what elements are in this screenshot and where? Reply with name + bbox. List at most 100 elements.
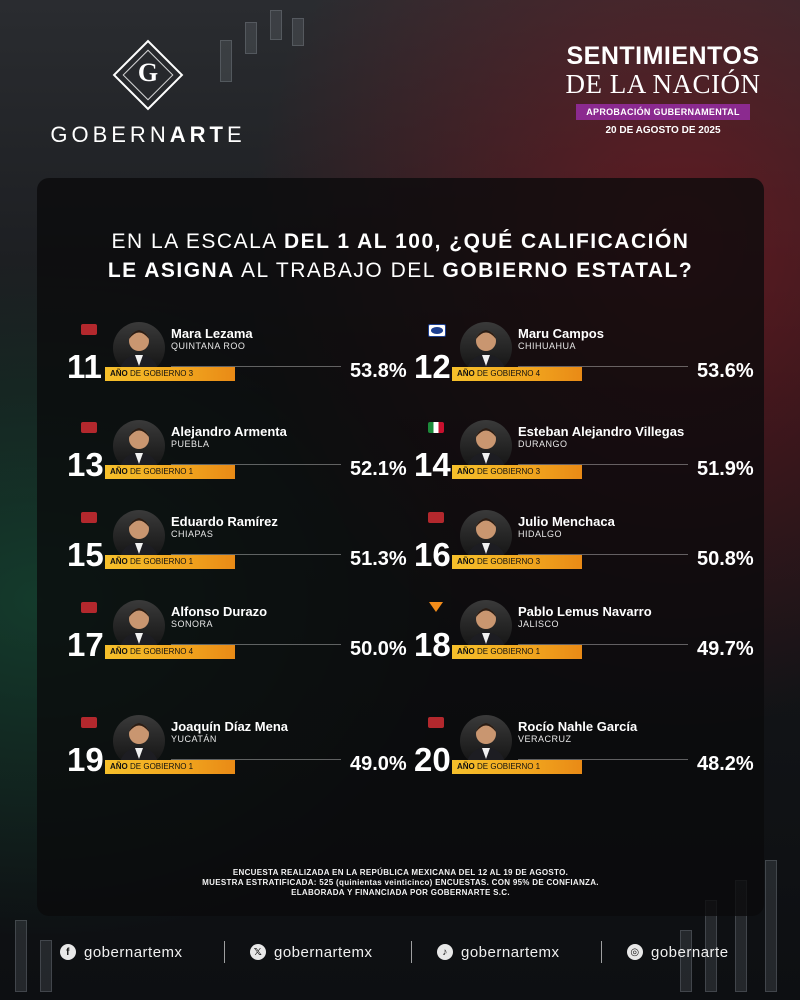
approval-percentage: 48.2% [697, 753, 754, 775]
social-handle: gobernartemx [84, 943, 183, 961]
governor-name: Pablo Lemus Navarro [518, 604, 652, 619]
governor-name: Mara Lezama [171, 326, 253, 341]
governor-entry: 17 Alfonso Durazo SONORA AÑO DE GOBIERNO 4 5… [67, 600, 427, 688]
approval-percentage: 51.3% [350, 548, 407, 570]
term-year-bar: AÑO DE GOBIERNO 4 [105, 645, 235, 659]
governor-name: Esteban Alejandro Villegas [518, 424, 685, 439]
governor-entry: 18 Pablo Lemus Navarro JALISCO AÑO DE GOBIE… [414, 600, 774, 688]
governor-entry: 19 Joaquín Díaz Mena YUCATÁN AÑO DE GOBIERN… [67, 715, 427, 803]
approval-badge: APROBACIÓN GUBERNAMENTAL [576, 104, 750, 120]
term-year-bar: AÑO DE GOBIERNO 4 [452, 367, 582, 381]
approval-percentage: 51.9% [697, 458, 754, 480]
guide-line [171, 759, 341, 760]
approval-percentage: 50.0% [350, 638, 407, 660]
governor-name: Rocío Nahle García [518, 719, 638, 734]
guide-line [518, 464, 688, 465]
rank-number: 15 [67, 536, 104, 573]
state-name: CHIAPAS [171, 529, 214, 539]
guide-line [518, 554, 688, 555]
approval-percentage: 52.1% [350, 458, 407, 480]
guide-line [171, 366, 341, 367]
term-year-bar: AÑO DE GOBIERNO 3 [452, 465, 582, 479]
approval-percentage: 49.7% [697, 638, 754, 660]
social-link[interactable]: f gobernartemx [60, 938, 183, 966]
governor-name: Alfonso Durazo [171, 604, 268, 619]
guide-line [518, 644, 688, 645]
methodology-note: ENCUESTA REALIZADA EN LA REPÚBLICA MEXIC… [202, 868, 599, 897]
governor-entry: 13 Alejandro Armenta PUEBLA AÑO DE GOBIERNO… [67, 420, 427, 508]
guide-line [171, 554, 341, 555]
party-logo-icon [81, 324, 97, 335]
term-year-bar: AÑO DE GOBIERNO 1 [105, 760, 235, 774]
term-year-bar: AÑO DE GOBIERNO 1 [105, 465, 235, 479]
instagram-icon: ◎ [627, 944, 643, 960]
governor-entry: 15 Eduardo Ramírez CHIAPAS AÑO DE GOBIERNO … [67, 510, 427, 598]
party-logo-icon [428, 422, 444, 433]
party-logo-icon [81, 512, 97, 523]
governor-entry: 11 Mara Lezama QUINTANA ROO AÑO DE GOBIERNO… [67, 322, 427, 410]
party-logo-icon [81, 717, 97, 728]
rank-number: 12 [414, 348, 451, 385]
governor-photo [460, 600, 512, 652]
guide-line [518, 366, 688, 367]
brand-name: GOBERNARTE [50, 122, 246, 147]
title-line-2: DE LA NACIÓN [565, 69, 761, 99]
rank-number: 20 [414, 741, 451, 778]
governor-name: Maru Campos [518, 326, 604, 341]
approval-percentage: 49.0% [350, 753, 407, 775]
gobernarte-logo: G GOBERNARTE [48, 39, 248, 148]
state-name: QUINTANA ROO [171, 341, 246, 351]
x-icon: 𝕏 [250, 944, 266, 960]
state-name: VERACRUZ [518, 734, 572, 744]
governor-name: Eduardo Ramírez [171, 514, 278, 529]
social-handle: gobernartemx [274, 943, 373, 961]
term-year-bar: AÑO DE GOBIERNO 3 [452, 555, 582, 569]
guide-line [518, 759, 688, 760]
state-name: SONORA [171, 619, 214, 629]
party-logo-icon [428, 717, 444, 728]
term-year-bar: AÑO DE GOBIERNO 1 [105, 555, 235, 569]
governor-entry: 16 Julio Menchaca HIDALGO AÑO DE GOBIERNO 3… [414, 510, 774, 598]
approval-percentage: 53.8% [350, 360, 407, 382]
logo-letter: G [137, 58, 159, 87]
term-year-bar: AÑO DE GOBIERNO 3 [105, 367, 235, 381]
state-name: HIDALGO [518, 529, 563, 539]
divider [224, 941, 225, 963]
survey-question: EN LA ESCALA DEL 1 AL 100, ¿QUÉ CALIFICA… [107, 230, 694, 282]
party-logo-icon [81, 602, 97, 613]
term-year-bar: AÑO DE GOBIERNO 1 [452, 760, 582, 774]
results-panel: EN LA ESCALA DEL 1 AL 100, ¿QUÉ CALIFICA… [37, 178, 764, 916]
governor-photo [113, 600, 165, 652]
party-logo-icon [428, 602, 444, 613]
governor-photo [113, 420, 165, 472]
approval-percentage: 53.6% [697, 360, 754, 382]
social-link[interactable]: ◎ gobernarte [627, 938, 729, 966]
title-line-1: SENTIMIENTOS [566, 42, 760, 70]
divider [601, 941, 602, 963]
rank-number: 14 [414, 446, 451, 483]
publication-date: 20 DE AGOSTO DE 2025 [605, 125, 721, 136]
tiktok-icon: ♪ [437, 944, 453, 960]
sentimientos-header: SENTIMIENTOS DE LA NACIÓN APROBACIÓN GUB… [558, 42, 768, 136]
rank-number: 11 [67, 348, 102, 385]
social-handle: gobernartemx [461, 943, 560, 961]
social-link[interactable]: ♪ gobernartemx [437, 938, 560, 966]
governor-name: Alejandro Armenta [171, 424, 287, 439]
governor-name: Joaquín Díaz Mena [171, 719, 289, 734]
governor-entry: 14 Esteban Alejandro Villegas DURANGO AÑO D… [414, 420, 774, 508]
party-logo-icon [428, 324, 446, 337]
party-logo-icon [81, 422, 97, 433]
governor-entry: 20 Rocío Nahle García VERACRUZ AÑO DE GOBIE… [414, 715, 774, 803]
governor-entry: 12 Maru Campos CHIHUAHUA AÑO DE GOBIERNO 4 5… [414, 322, 774, 410]
social-handle: gobernarte [651, 943, 729, 961]
facebook-icon: f [60, 944, 76, 960]
state-name: DURANGO [518, 439, 568, 449]
guide-line [171, 644, 341, 645]
state-name: CHIHUAHUA [518, 341, 577, 351]
governor-name: Julio Menchaca [518, 514, 615, 529]
divider [411, 941, 412, 963]
party-logo-icon [428, 512, 444, 523]
state-name: YUCATÁN [171, 734, 217, 744]
